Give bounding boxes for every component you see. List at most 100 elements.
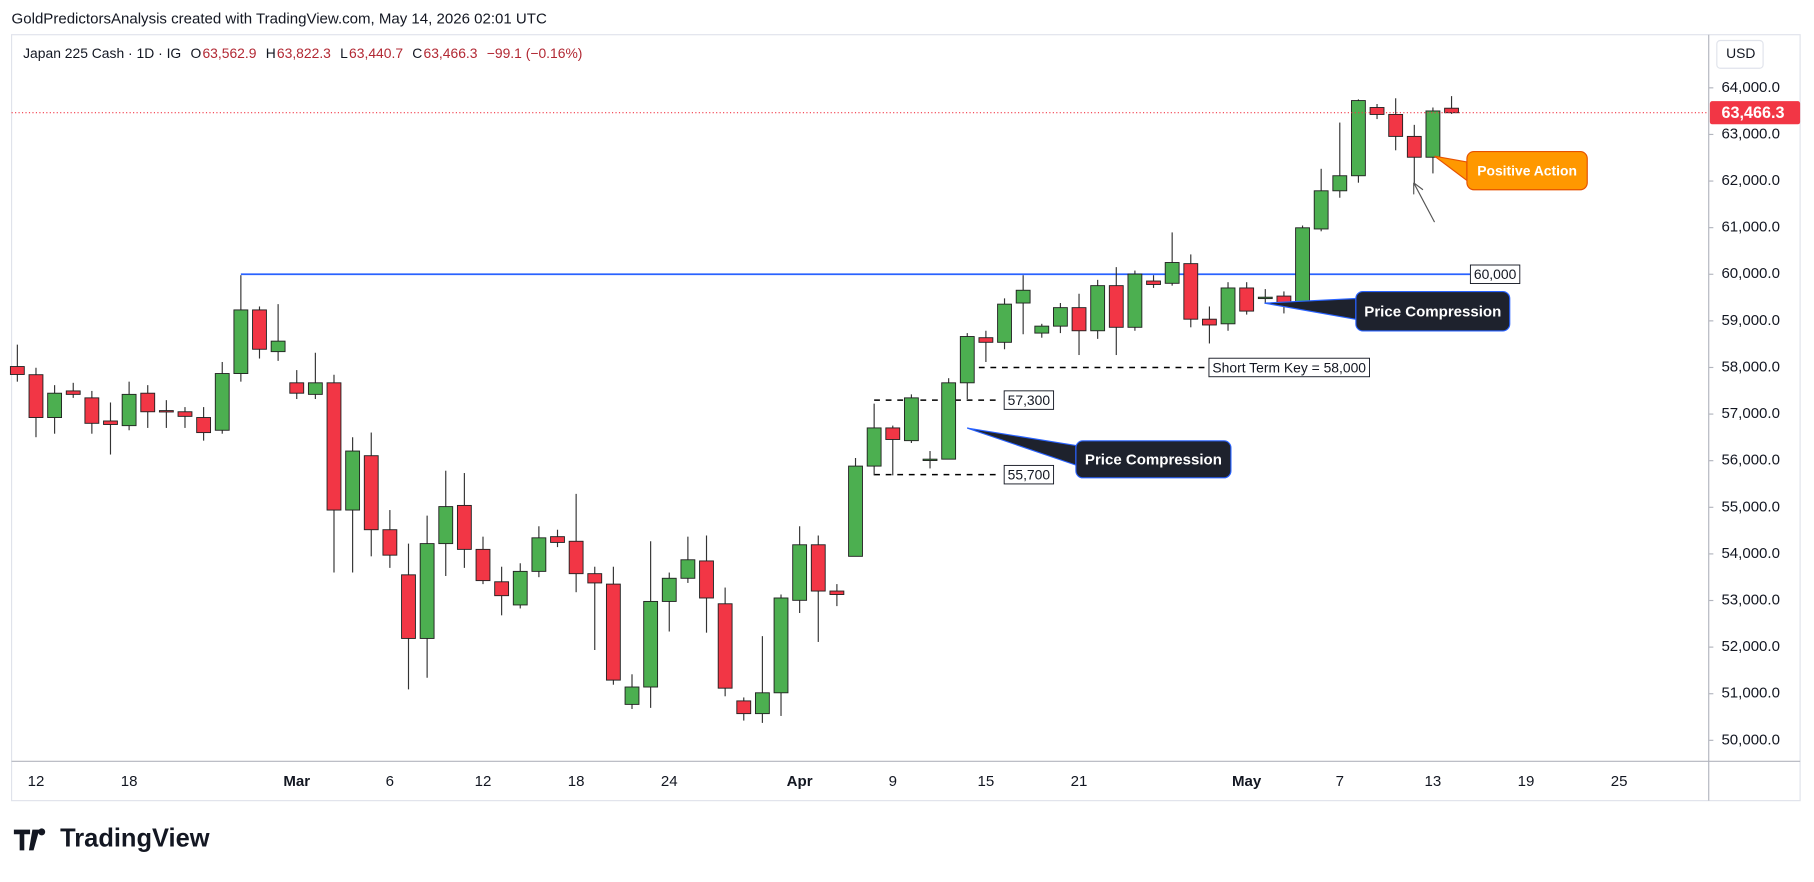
y-tick-label: 50,000.0: [1721, 731, 1780, 748]
candle-body: [475, 548, 491, 582]
x-tick-label: 12: [475, 773, 492, 790]
candle-body: [1164, 262, 1180, 284]
last-price-label: 63,466.3: [1721, 104, 1784, 122]
candle-body: [1332, 175, 1348, 192]
ohlc-value: 63,440.7: [349, 45, 403, 61]
candle-body: [363, 455, 379, 531]
candle-body: [941, 382, 957, 460]
y-tick-label: 57,000.0: [1721, 405, 1780, 422]
logo-text: TradingView: [60, 825, 210, 853]
ohlc-key: H: [266, 45, 276, 61]
ohlc-value: 63,466.3: [424, 45, 478, 61]
y-tick-label: 51,000.0: [1721, 685, 1780, 702]
candle-body: [773, 597, 789, 694]
y-tick-label: 64,000.0: [1721, 79, 1780, 96]
x-tick-label: 6: [386, 773, 394, 790]
level-label: 55,700: [1008, 467, 1051, 483]
arrow: [1413, 182, 1436, 223]
candle-body: [1090, 285, 1106, 332]
candle-body: [1388, 113, 1404, 137]
x-tick-label: Apr: [787, 773, 813, 790]
candle-body: [1127, 273, 1143, 328]
candle-body: [829, 590, 845, 595]
last-price-box: [1709, 101, 1801, 125]
callout-text: Price Compression: [1364, 303, 1501, 320]
candle-body: [699, 560, 714, 599]
candle-body: [1257, 296, 1273, 300]
candle-body: [196, 417, 212, 434]
ohlc-key: L: [340, 45, 348, 61]
currency: USD: [1726, 45, 1755, 61]
logo: TradingView: [13, 825, 210, 853]
candle-body: [289, 382, 305, 394]
candle-body: [177, 411, 193, 417]
level-label: Short Term Key = 58,000: [1212, 359, 1366, 375]
x-tick-label: 18: [121, 773, 138, 790]
candle-body: [1220, 287, 1236, 325]
candle-body: [158, 410, 174, 413]
y-tick-label: 53,000.0: [1721, 591, 1780, 608]
candle-body: [47, 392, 63, 418]
y-tick-label: 60,000.0: [1721, 265, 1780, 282]
candle-body: [214, 373, 230, 431]
level-label-box: [1469, 264, 1521, 284]
candle-body: [922, 458, 938, 462]
candle-body: [866, 427, 882, 467]
candle-body: [792, 544, 808, 601]
y-tick-label: 56,000.0: [1721, 452, 1780, 469]
candle-body: [605, 583, 621, 681]
candle-body: [643, 600, 659, 688]
candle-body: [624, 686, 640, 705]
candle-body: [1313, 190, 1329, 230]
candle-body: [680, 559, 696, 579]
candle-body: [568, 540, 584, 575]
watermark: GoldPredictorsAnalysis created with Trad…: [12, 11, 547, 28]
candle-body: [438, 506, 454, 545]
candle-body: [717, 603, 733, 689]
level-label: 60,000: [1474, 266, 1517, 282]
y-tick-label: 54,000.0: [1721, 545, 1780, 562]
candle-body: [1444, 107, 1459, 114]
level-label: 57,300: [1008, 392, 1051, 408]
x-tick-label: 7: [1336, 773, 1344, 790]
candle-body: [903, 397, 919, 442]
candle-body: [1071, 307, 1087, 332]
candle-body: [1183, 263, 1199, 320]
candle-body: [1108, 285, 1124, 328]
candle-body: [754, 692, 770, 715]
candle-body: [736, 700, 752, 715]
level-label-box: [1003, 464, 1055, 485]
candle-body: [1202, 318, 1217, 326]
candle-body: [103, 420, 118, 425]
candle-body: [1369, 107, 1385, 115]
x-tick-label: 21: [1071, 773, 1088, 790]
callout-pointer: [1434, 155, 1468, 182]
candle-body: [307, 382, 323, 395]
x-tick-label: 18: [568, 773, 585, 790]
candle-body: [885, 427, 901, 440]
ohlc-key: O: [190, 45, 201, 61]
candle-body: [326, 382, 342, 511]
x-tick-label: 12: [28, 773, 45, 790]
y-tick-label: 58,000.0: [1721, 358, 1780, 375]
callout-box: [1466, 150, 1588, 191]
currency-box[interactable]: [1716, 39, 1764, 69]
logo-icon: [13, 828, 46, 851]
x-tick-label: May: [1232, 773, 1262, 790]
x-tick-label: 9: [889, 773, 897, 790]
candle-body: [140, 392, 156, 413]
change: −99.1 (−0.16%): [487, 45, 583, 61]
ohlc-key: C: [412, 45, 422, 61]
callout-pointer: [966, 427, 1077, 466]
candle-body: [587, 573, 603, 584]
candle-body: [121, 393, 137, 427]
frame: [10, 34, 1801, 802]
candle-body: [1146, 280, 1161, 285]
level-label-box: [1208, 357, 1370, 378]
x-tick-label: 25: [1611, 773, 1628, 790]
candle-body: [28, 374, 44, 418]
candle-body: [345, 450, 361, 511]
y-tick-label: 55,000.0: [1721, 498, 1780, 515]
